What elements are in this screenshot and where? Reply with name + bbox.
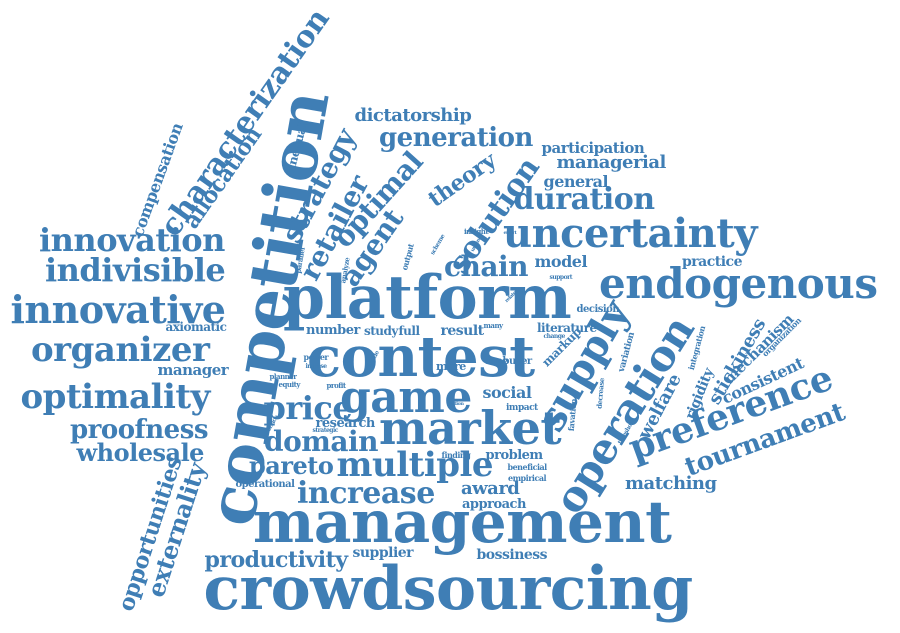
word-proofness: proofness (70, 415, 208, 445)
word-productivity: productivity (204, 547, 349, 573)
word-study: study (364, 324, 398, 338)
word-indivisible: indivisible (45, 251, 226, 289)
word-increase: increase (297, 476, 435, 511)
word-finding: finding (441, 450, 471, 460)
word-optimality: optimality (20, 377, 211, 417)
word-action: action (449, 400, 464, 407)
word-equity: equity (278, 379, 301, 389)
word-platform: platform (283, 263, 572, 333)
word-pareto: pareto (249, 451, 334, 480)
word-model: model (534, 252, 588, 271)
word-operational: operational (235, 479, 295, 490)
word-management: management (253, 488, 672, 556)
word-impose: impose (305, 363, 328, 370)
word-organizer: organizer (31, 330, 210, 370)
word-effort: effort (503, 229, 517, 236)
word-support: support (549, 274, 573, 281)
word-general: general (543, 172, 609, 191)
word-award: award (461, 478, 520, 499)
word-full: full (398, 324, 421, 338)
word-participation: participation (541, 138, 645, 157)
word-bossiness: bossiness (476, 547, 548, 563)
word-decision: decision (576, 304, 620, 315)
word-innovative: innovative (10, 287, 226, 332)
word-innovation: innovation (39, 221, 225, 259)
word-domain: domain (264, 425, 379, 458)
word-strategic: strategic (312, 427, 339, 434)
word-number: number (306, 322, 360, 338)
word-favation: favation (565, 398, 579, 432)
word-contest: contest (307, 324, 535, 390)
word-game: game (340, 372, 472, 423)
word-multiple: multiple (336, 445, 494, 485)
word-buyer: buyer (502, 356, 533, 367)
word-decrease: decrease (594, 377, 606, 409)
word-research: research (315, 415, 376, 431)
word-axiomatic: axiomatic (165, 320, 227, 334)
word-chain: chain (444, 250, 529, 283)
word-social: social (482, 383, 532, 402)
word-more: more (436, 359, 466, 373)
word-price: price (263, 389, 353, 427)
word-manager: manager (157, 360, 229, 379)
word-uncertainty: uncertainty (503, 210, 757, 257)
word-empirical: empirical (508, 473, 547, 483)
word-literature: literature (537, 321, 597, 335)
word-planner: planner (269, 371, 297, 381)
word-result: result (440, 323, 485, 339)
word-crowdsourcing: crowdsourcing (203, 554, 694, 624)
word-power: power (303, 352, 329, 362)
word-insight: insight (464, 226, 489, 236)
word-many: many (483, 320, 504, 330)
word-market: market (379, 401, 562, 455)
word-impact: impact (506, 402, 538, 413)
word-beneficial: beneficial (507, 462, 548, 472)
word-approach: approach (462, 496, 526, 512)
word-supplier: supplier (352, 545, 414, 561)
word-matching: matching (625, 473, 717, 494)
word-practice: practice (682, 254, 742, 270)
word-generation: generation (379, 123, 533, 153)
word-duration: duration (513, 182, 656, 217)
word-managerial: managerial (556, 152, 667, 173)
word-profit: profit (326, 380, 347, 390)
word-problem: problem (485, 447, 544, 463)
word-time: time (484, 356, 509, 367)
word-endogenous: endogenous (599, 259, 878, 308)
word-dictatorship: dictatorship (354, 105, 472, 126)
word-change: change (543, 333, 566, 340)
word-wholesale: wholesale (76, 438, 205, 467)
